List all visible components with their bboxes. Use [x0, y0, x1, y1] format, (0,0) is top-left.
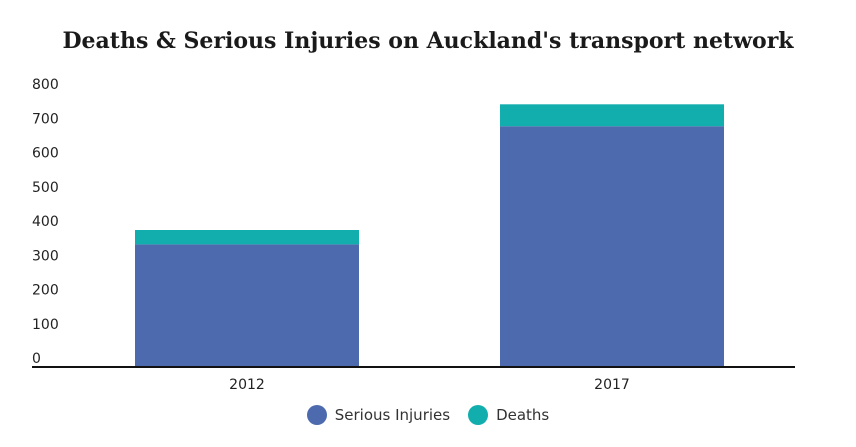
x-axis-labels: 2012 2017	[229, 377, 630, 393]
legend-label: Deaths	[496, 406, 550, 424]
legend-item[interactable]: Serious Injuries	[306, 405, 451, 425]
legend-swatch	[468, 405, 489, 425]
bar-2017-deaths[interactable]	[500, 104, 724, 127]
y-tick-label: 600	[32, 146, 59, 162]
y-tick-label: 0	[32, 351, 41, 367]
legend: Serious Injuries Deaths	[0, 405, 856, 425]
y-tick-label: 300	[32, 248, 59, 264]
y-tick-label: 100	[32, 317, 59, 333]
y-tick-label: 800	[32, 77, 59, 93]
y-tick-label: 700	[32, 111, 59, 127]
legend-swatch	[306, 405, 327, 425]
bar-2012-deaths[interactable]	[135, 230, 359, 245]
legend-label: Serious Injuries	[334, 406, 451, 424]
y-axis-ticks: 0 100 200 300 400 500 600 700 800	[32, 77, 59, 367]
x-tick-label: 2012	[229, 377, 265, 393]
bar-2012-serious-injuries[interactable]	[135, 244, 359, 367]
x-tick-label: 2017	[594, 377, 630, 393]
bar-2017-serious-injuries[interactable]	[500, 126, 724, 367]
bars	[135, 104, 724, 367]
y-tick-label: 200	[32, 283, 59, 299]
chart-canvas: 0 100 200 300 400 500 600 700 800 2012 2017	[32, 77, 795, 393]
legend-item[interactable]: Deaths	[468, 405, 549, 425]
y-tick-label: 400	[32, 214, 59, 230]
y-tick-label: 500	[32, 180, 59, 196]
chart-title: Deaths & Serious Injuries on Auckland's …	[62, 28, 794, 54]
